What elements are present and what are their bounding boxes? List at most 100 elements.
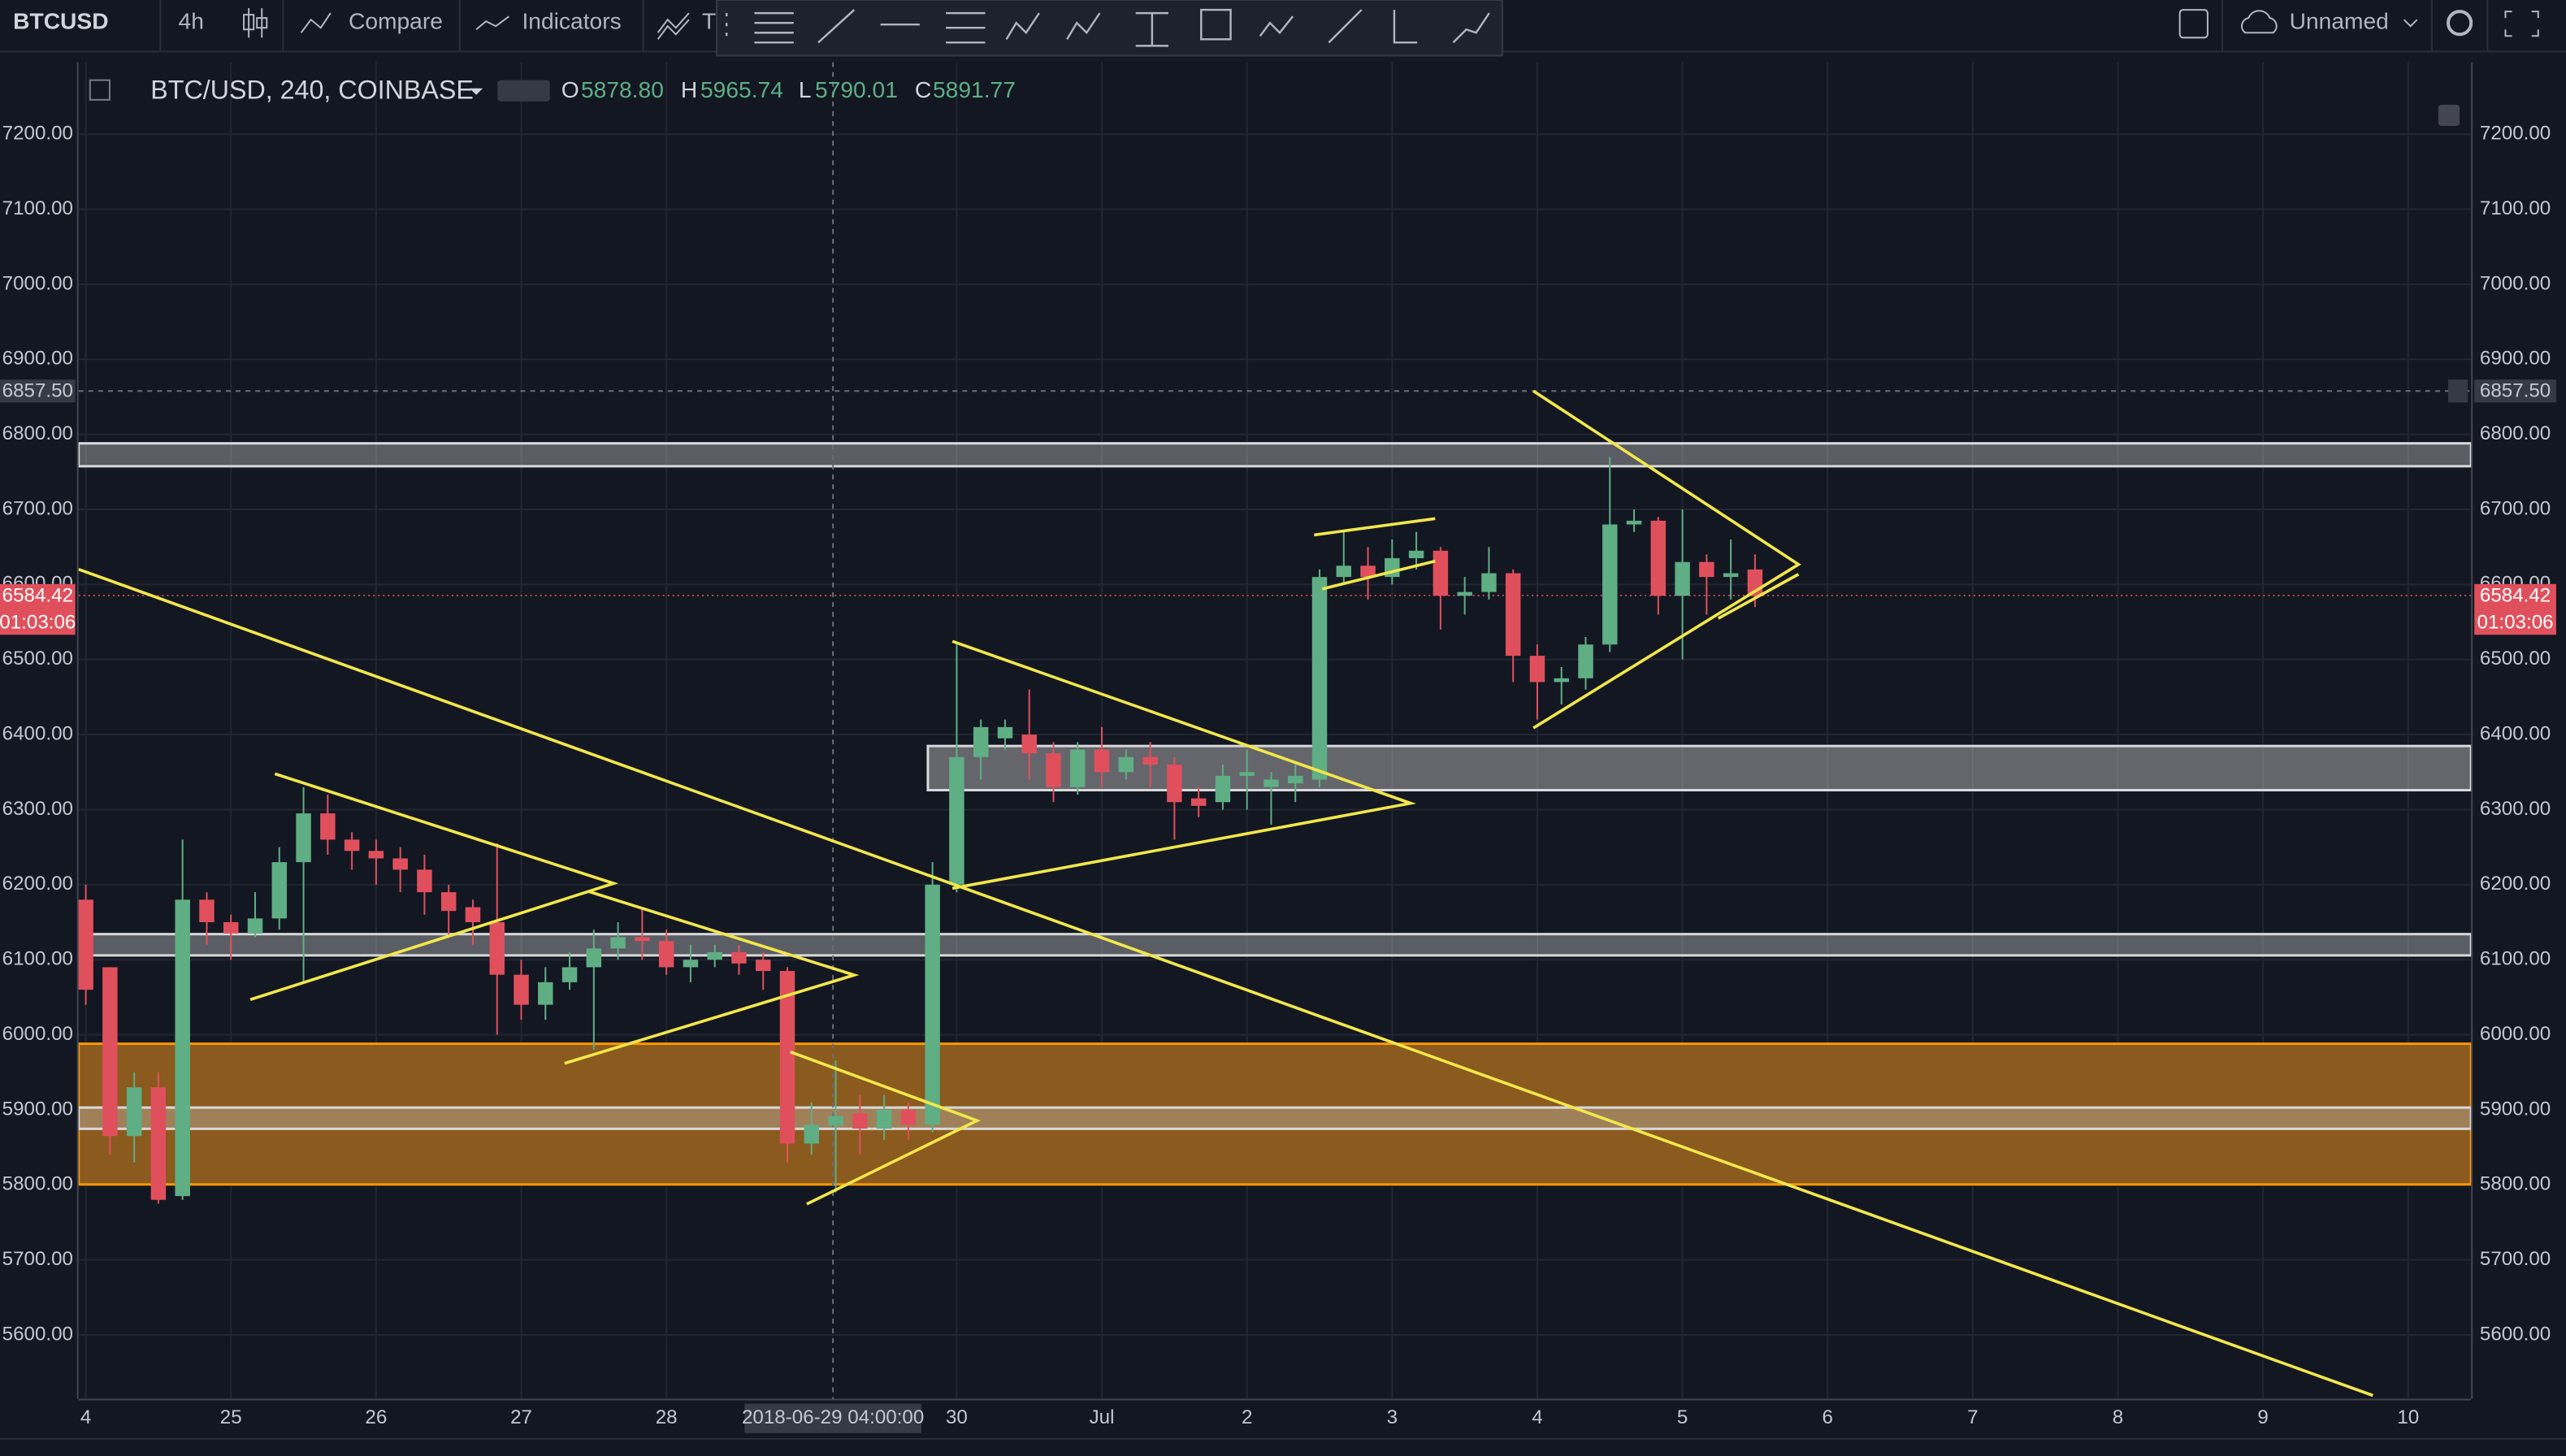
- compare-button[interactable]: Compare: [349, 8, 443, 34]
- legend-l-label: L: [799, 76, 812, 102]
- y-tick-label: 5800.00: [2480, 1173, 2551, 1195]
- candle-body: [852, 1113, 868, 1129]
- candle-body: [1190, 798, 1207, 806]
- fullscreen-toggle[interactable]: [2178, 9, 2208, 39]
- y-tick-label: 6400.00: [2, 722, 73, 744]
- candle-body: [1021, 734, 1037, 754]
- x-tick-label: 4: [80, 1406, 91, 1428]
- candle-body: [1360, 566, 1376, 578]
- candle-body: [126, 1087, 142, 1137]
- resistance-zone: [926, 744, 2473, 792]
- indicators-button[interactable]: Indicators: [522, 8, 621, 34]
- legend-icons[interactable]: [497, 80, 550, 102]
- candle-body: [949, 756, 964, 885]
- x-tick-label: 2: [1242, 1406, 1252, 1428]
- legend-toggle[interactable]: [89, 79, 111, 101]
- last-price-box: [0, 583, 76, 635]
- candle-body: [756, 960, 771, 972]
- left-axis: [0, 62, 77, 1399]
- y-tick-label: 6900.00: [2, 348, 73, 370]
- triangle: [951, 639, 1417, 890]
- candle-body: [804, 1124, 820, 1144]
- y-tick-label: 6100.00: [2480, 948, 2551, 970]
- y-tick-label: 6800.00: [2480, 422, 2551, 444]
- x-tick-label: 4: [1532, 1406, 1542, 1428]
- symbol[interactable]: BTCUSD: [13, 8, 108, 34]
- candle-body: [1336, 566, 1352, 578]
- right-axis: [2473, 62, 2566, 1399]
- candle-body: [561, 967, 578, 982]
- y-tick-label: 5900.00: [2480, 1098, 2551, 1120]
- y-tick-label: 5700.00: [2, 1248, 73, 1270]
- legend-h: 5965.74: [700, 76, 783, 102]
- candle-body: [828, 1116, 843, 1126]
- candle-body: [1481, 573, 1497, 592]
- candle-body: [610, 937, 626, 949]
- support-zone: [77, 1106, 2473, 1130]
- candle-body: [1457, 592, 1472, 596]
- drawing-tools[interactable]: [726, 8, 1490, 47]
- candle-body: [417, 869, 432, 893]
- candle-body: [271, 862, 288, 919]
- y-tick-label: 6700.00: [2480, 497, 2551, 519]
- candle-body: [779, 971, 795, 1144]
- x-tick-label: 26: [365, 1406, 387, 1428]
- triangle: [1532, 389, 1801, 730]
- settings-button[interactable]: [2446, 10, 2473, 37]
- y-tick-label: 6200.00: [2, 873, 73, 895]
- candle-body: [1167, 765, 1182, 803]
- trend-lines: [78, 389, 2373, 1398]
- candle-body: [538, 982, 553, 1005]
- bottom-bar: [0, 1439, 2566, 1456]
- y-tick-label: 6000.00: [2, 1023, 73, 1045]
- legend-o: 5878.80: [581, 76, 664, 102]
- y-tick-label: 5700.00: [2480, 1248, 2551, 1270]
- triangle: [249, 772, 619, 1001]
- x-tick-label: 6: [1823, 1406, 1833, 1428]
- x-tick-label: 10: [2397, 1406, 2419, 1428]
- candle-body: [440, 892, 457, 912]
- countdown: 01:03:06: [2477, 612, 2554, 634]
- candle-body: [1288, 775, 1303, 784]
- chart-style-button[interactable]: [243, 8, 268, 38]
- x-tick-label: 27: [510, 1406, 532, 1428]
- maximize-button[interactable]: [2504, 11, 2539, 37]
- candle-body: [368, 851, 384, 859]
- x-tick-label: 9: [2257, 1406, 2268, 1428]
- templates-button[interactable]: T: [702, 8, 716, 34]
- candle-body: [1311, 577, 1328, 780]
- y-tick-label: 5600.00: [2480, 1323, 2551, 1345]
- y-tick-label: 7200.00: [2480, 123, 2551, 145]
- candle-body: [635, 937, 650, 942]
- candle-body: [683, 960, 699, 968]
- candle-body: [514, 974, 529, 1005]
- y-tick-label: 7000.00: [2, 272, 73, 294]
- triangle: [564, 890, 860, 1065]
- x-tick-label: 3: [1387, 1406, 1398, 1428]
- candle-body: [320, 813, 336, 840]
- candle-body: [1529, 656, 1545, 682]
- candle-body: [1263, 779, 1279, 787]
- legend-l: 5790.01: [815, 76, 898, 102]
- cloud-icon: [2241, 10, 2278, 34]
- crosshair-add[interactable]: [2447, 379, 2468, 403]
- legend-dropdown[interactable]: [470, 88, 483, 95]
- scroll-icon[interactable]: [2438, 104, 2460, 127]
- crosshair-price-box: [0, 379, 76, 403]
- compare-icon: [300, 12, 332, 33]
- candle-body: [876, 1109, 892, 1129]
- layout-dropdown[interactable]: [2403, 19, 2418, 28]
- legend-c: 5891.77: [933, 76, 1016, 102]
- candle-body: [1675, 561, 1690, 596]
- y-tick-label: 6200.00: [2480, 873, 2551, 895]
- flag-line: [1321, 559, 1436, 591]
- axes: 5600.00 5600.00 5700.00 5700.00 5800.00 5800.…: [2, 123, 2551, 1429]
- countdown: 01:03:06: [0, 612, 76, 634]
- legend-h-label: H: [681, 76, 697, 102]
- support-zone: [77, 933, 2473, 957]
- candle-body: [1554, 678, 1569, 682]
- layout-name[interactable]: Unnamed: [2290, 8, 2389, 34]
- interval[interactable]: 4h: [179, 8, 204, 34]
